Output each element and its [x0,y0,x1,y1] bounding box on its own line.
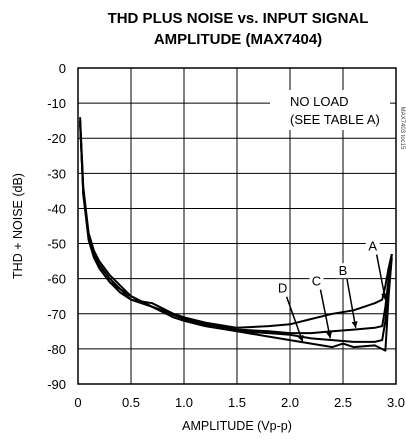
y-tick-label: -90 [47,377,66,392]
x-tick-label: 1.5 [228,395,246,410]
y-tick-label: -20 [47,131,66,146]
series-label-c: C [312,274,321,289]
series-arrow-d [285,296,304,343]
y-tick-labels: 0 -10 -20 -30 -40 -50 -60 -70 -80 -90 [47,61,66,392]
chart-title-line1: THD PLUS NOISE vs. INPUT SIGNAL [108,10,369,27]
annotation-no-load: NO LOAD [290,94,349,109]
y-tick-label: -80 [47,342,66,357]
x-axis-label: AMPLITUDE (Vp-p) [182,419,292,433]
series-arrowhead-b [351,321,358,328]
series-line-d [79,120,393,352]
series-label-bg-a [365,238,380,254]
series-label-bg-c [309,273,324,289]
x-tick-label: 1.0 [175,395,193,410]
y-tick-label: -60 [47,272,66,287]
y-axis-label: THD + NOISE (dB) [11,173,25,279]
series-label-b: B [339,263,348,278]
x-tick-label: 0 [74,395,81,410]
x-tick-label: 3.0 [387,395,405,410]
y-tick-label: -40 [47,201,66,216]
x-tick-label: 0.5 [122,395,140,410]
x-tick-label: 2.5 [334,395,352,410]
series-label-bg-d [275,280,290,296]
series-label-bg-b [336,263,350,279]
y-tick-label: -30 [47,166,66,181]
annotation-see-table: (SEE TABLE A) [290,112,380,127]
series-lines [79,117,393,352]
x-tick-labels: 0 0.5 1.0 1.5 2.0 2.5 3.0 [74,395,405,410]
y-tick-label: -70 [47,307,66,322]
series-arrowhead-c [326,331,332,339]
series-labels: A B C D [275,238,388,343]
series-label-d: D [278,281,287,296]
chart-title-line2: AMPLITUDE (MAX7404) [154,31,322,48]
y-tick-label: -10 [47,96,66,111]
y-tick-label: -50 [47,237,66,252]
series-arrowhead-d [297,334,304,342]
x-tick-label: 2.0 [281,395,299,410]
series-label-a: A [368,239,377,254]
series-line-b [79,117,393,335]
figure-code: MAX7403 toc15 [399,107,405,150]
plot-frame [77,67,397,385]
series-line-c [79,120,393,343]
series-arrow-b [346,279,357,328]
series-arrow-a [375,254,387,300]
y-tick-label: 0 [59,61,66,76]
series-arrow-c [319,289,332,339]
series-arrowhead-a [381,293,388,300]
annotation-background [270,90,390,130]
